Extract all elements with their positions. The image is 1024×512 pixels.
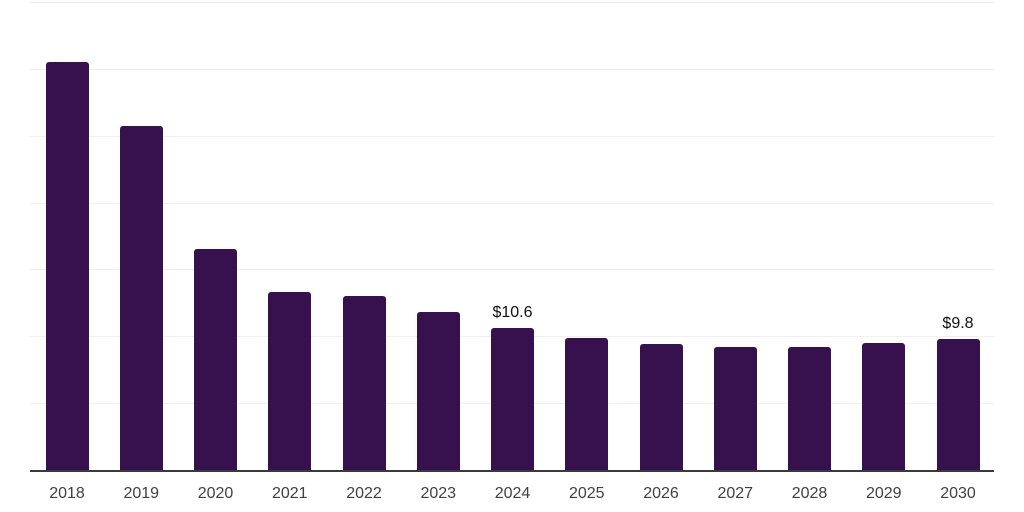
x-tick-label-2021: 2021: [271, 485, 308, 502]
bar-2021[interactable]: [268, 292, 312, 470]
x-tick-label-2018: 2018: [49, 485, 85, 502]
gridline: [30, 269, 994, 271]
bar-2025[interactable]: [565, 337, 609, 470]
bar-2026[interactable]: [639, 344, 683, 470]
x-tick-label-2020: 2020: [197, 485, 234, 502]
gridline: [30, 68, 994, 70]
bar-2018[interactable]: [45, 62, 89, 470]
x-tick-label-2019: 2019: [123, 485, 160, 502]
bar-2024[interactable]: [491, 328, 534, 470]
bar-2029[interactable]: [862, 342, 906, 470]
x-tick-label-2029: 2029: [865, 485, 902, 502]
bar-2027[interactable]: [713, 346, 757, 470]
data-label-2024: $10.6: [492, 304, 533, 322]
bar-2028[interactable]: [788, 346, 831, 470]
x-tick-label-2023: 2023: [420, 485, 457, 502]
x-tick-label-2027: 2027: [717, 485, 754, 502]
bar-2030[interactable]: [936, 338, 980, 470]
x-tick-label-2026: 2026: [643, 485, 679, 502]
gridline: [30, 202, 994, 204]
x-tick-label-2024: 2024: [494, 485, 531, 502]
bar-2020[interactable]: [194, 249, 237, 470]
x-tick-label-2028: 2028: [791, 485, 828, 502]
x-tick-label-2025: 2025: [568, 485, 605, 502]
bar-2023[interactable]: [416, 312, 460, 470]
gridline: [30, 2, 994, 3]
bar-2022[interactable]: [342, 296, 386, 470]
x-axis-line: [30, 470, 994, 472]
x-tick-label-2030: 2030: [940, 485, 976, 502]
gridline: [30, 135, 994, 137]
bar-2019[interactable]: [119, 126, 163, 470]
data-label-2030: $9.8: [942, 314, 974, 332]
x-tick-label-2022: 2022: [346, 485, 382, 502]
